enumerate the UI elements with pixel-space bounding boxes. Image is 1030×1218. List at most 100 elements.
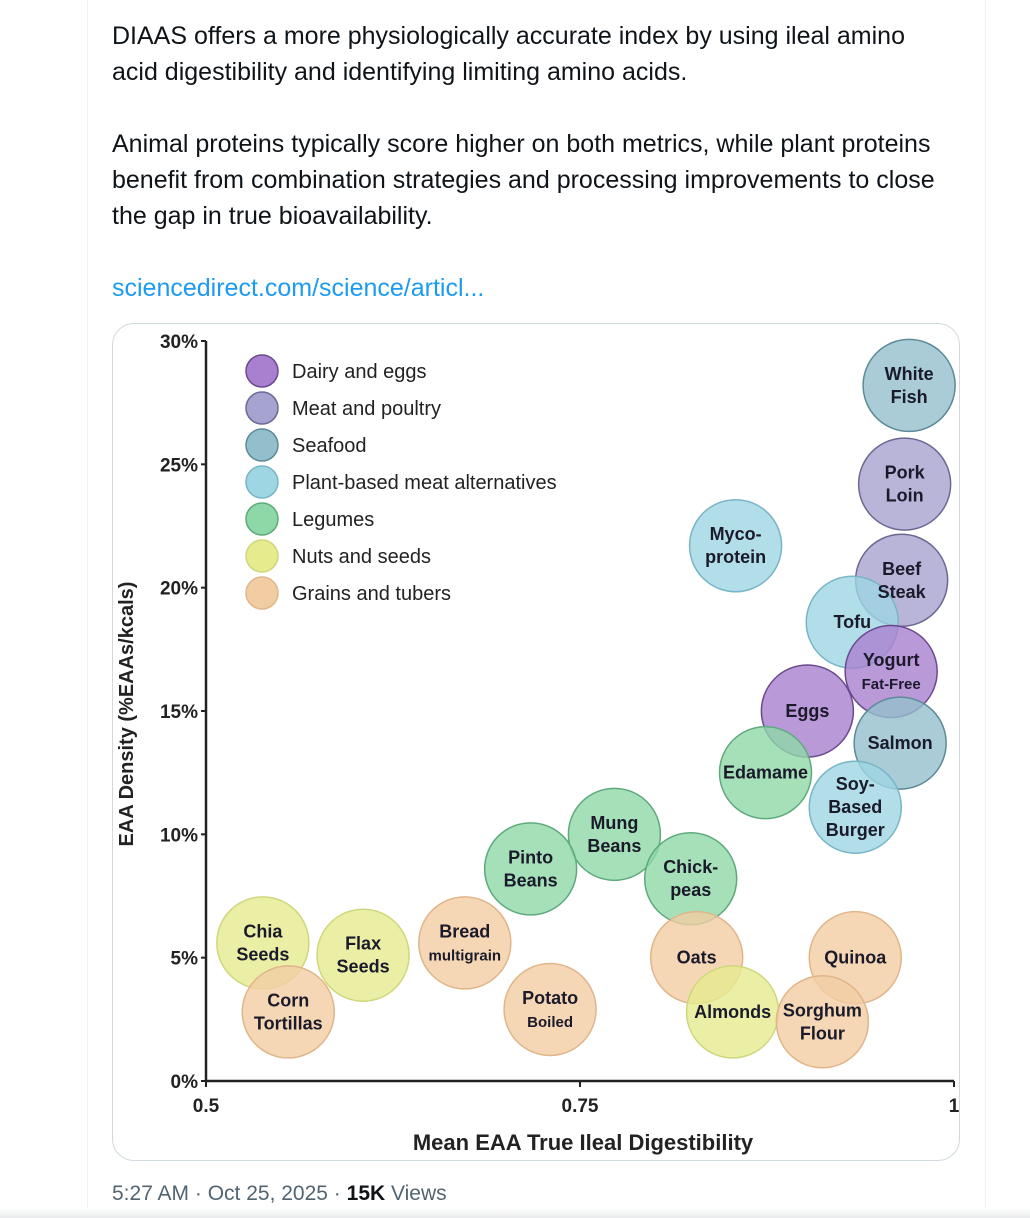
y-tick-label: 20%	[160, 579, 198, 600]
bubble-circle	[483, 822, 578, 916]
bubble-label: Eggs	[785, 701, 829, 721]
bubble-circle	[718, 725, 813, 820]
bubble-chart: White Fish Pork Loin Beef Steak Myco-protein To…	[116, 332, 959, 1155]
bubble-label: Beef	[882, 559, 922, 579]
bubble-myco-protein	[688, 498, 783, 593]
legend-item-plant-based-meat-alternatives: Plant-based meat alternatives	[245, 465, 557, 499]
bubbles-layer: White Fish Pork Loin Beef Steak Myco-protein To…	[216, 338, 956, 1069]
views-label: Views	[385, 1182, 447, 1205]
legend-item-meat-and-poultry: Meat and poultry	[245, 391, 441, 425]
bubble-edamame	[718, 725, 813, 820]
bubble-pinto-beans	[483, 822, 578, 916]
views-count: 15K	[346, 1182, 386, 1205]
bubble-label: Fat-Free	[862, 676, 921, 693]
bubble-label: Oats	[677, 948, 717, 968]
legend-swatch	[245, 465, 279, 499]
legend-item-nuts-and-seeds: Nuts and seeds	[245, 539, 431, 573]
y-tick-label: 15%	[160, 702, 198, 723]
legend-label: Meat and poultry	[292, 398, 441, 420]
bubble-label: Salmon	[868, 733, 933, 753]
bubble-bread-multigrain	[418, 896, 512, 990]
bubble-label: Bread	[439, 921, 490, 941]
x-tick-label: 0.75	[562, 1096, 599, 1117]
legend-swatch	[245, 576, 279, 610]
bubble-label: Seeds	[337, 957, 390, 977]
bubble-label: Loin	[886, 486, 924, 506]
bubble-label: Tofu	[833, 612, 871, 632]
bubble-label: Chia	[243, 921, 283, 941]
bubble-label: Flax	[345, 934, 381, 954]
bubble-label: Corn	[267, 990, 309, 1010]
legend-item-grains-and-tubers: Grains and tubers	[245, 576, 451, 610]
bubble-circle	[643, 831, 738, 926]
bubble-soy-based-burger	[808, 760, 903, 854]
bottom-fade	[0, 1208, 1030, 1218]
legend-label: Seafood	[292, 435, 367, 457]
bubble-label: Tortillas	[254, 1013, 323, 1033]
bubble-chick-peas	[643, 831, 738, 926]
bubble-pork-loin	[857, 437, 952, 531]
bubble-label: Fish	[891, 387, 928, 407]
y-axis-title: EAA Density (%EAAs/kcals)	[116, 582, 138, 847]
y-tick-label: 30%	[160, 332, 198, 353]
legend-swatch	[245, 391, 279, 425]
legend-label: Legumes	[292, 509, 374, 531]
legend-item-seafood: Seafood	[245, 428, 367, 462]
y-tick-label: 5%	[171, 949, 199, 970]
article-link[interactable]: sciencedirect.com/science/articl...	[112, 274, 485, 302]
bubble-label: Boiled	[527, 1014, 573, 1031]
tweet-paragraph-2: Animal proteins typically score higher o…	[112, 130, 935, 230]
timestamp[interactable]: 5:27 AM · Oct 25, 2025	[112, 1182, 328, 1205]
bubble-label: Beans	[504, 870, 558, 890]
bubble-label: Pinto	[508, 847, 553, 867]
y-tick-label: 10%	[160, 825, 198, 846]
legend-swatch	[245, 428, 279, 462]
legend-label: Plant-based meat alternatives	[292, 472, 557, 494]
legend-swatch	[245, 354, 279, 388]
bubble-circle	[503, 962, 597, 1057]
bubble-label: Quinoa	[824, 948, 887, 968]
x-axis-title: Mean EAA True Ileal Digestibility	[413, 1130, 754, 1155]
bubble-circle	[241, 965, 336, 1059]
bubble-label: peas	[670, 880, 711, 900]
bubble-label: Almonds	[694, 1002, 771, 1022]
y-tick-label: 0%	[171, 1072, 199, 1093]
bubble-label: multigrain	[429, 947, 502, 964]
legend-swatch	[245, 539, 279, 573]
bubble-label: White	[885, 364, 934, 384]
bubble-label: Steak	[878, 582, 927, 602]
bubble-label: Beans	[587, 836, 641, 856]
bubble-flax-seeds	[316, 908, 410, 1002]
bubble-label: Burger	[826, 820, 885, 840]
bubble-label: Seeds	[236, 944, 289, 964]
bubble-circle	[857, 437, 952, 531]
bubble-label: Soy-	[836, 774, 875, 794]
bubble-circle	[775, 975, 870, 1069]
legend: Dairy and eggs Meat and poultry Seafood Pla…	[245, 354, 557, 610]
bubble-white-fish	[862, 338, 956, 433]
bubble-label: Potato	[522, 988, 578, 1008]
bubble-label: Chick-	[663, 857, 718, 877]
bubble-sorghum-flour	[775, 975, 870, 1069]
bubble-circle	[418, 896, 512, 990]
bubble-circle	[567, 787, 662, 882]
bubble-label: Edamame	[723, 763, 808, 783]
bubble-mung-beans	[567, 787, 662, 882]
chart-image-card[interactable]: White Fish Pork Loin Beef Steak Myco-protein To…	[112, 323, 960, 1161]
bubble-circle	[862, 338, 956, 433]
meta-separator: ·	[327, 1182, 347, 1205]
legend-label: Dairy and eggs	[292, 361, 427, 383]
tweet-paragraph-1: DIAAS offers a more physiologically accu…	[112, 22, 905, 86]
bubble-label: Yogurt	[863, 650, 920, 670]
legend-swatch	[245, 502, 279, 536]
x-tick-label: 0.5	[193, 1096, 220, 1117]
bubble-circle	[688, 498, 783, 593]
bubble-label: Based	[828, 797, 882, 817]
tweet-body: DIAAS offers a more physiologically accu…	[112, 18, 952, 270]
bubble-label: Myco-	[710, 524, 762, 544]
bubble-corn-tortillas	[241, 965, 336, 1059]
tweet-meta: 5:27 AM · Oct 25, 2025 · 15K Views	[112, 1182, 447, 1206]
bubble-potato-boiled	[503, 962, 597, 1057]
bubble-label: Sorghum	[783, 1000, 862, 1020]
legend-label: Nuts and seeds	[292, 546, 431, 568]
